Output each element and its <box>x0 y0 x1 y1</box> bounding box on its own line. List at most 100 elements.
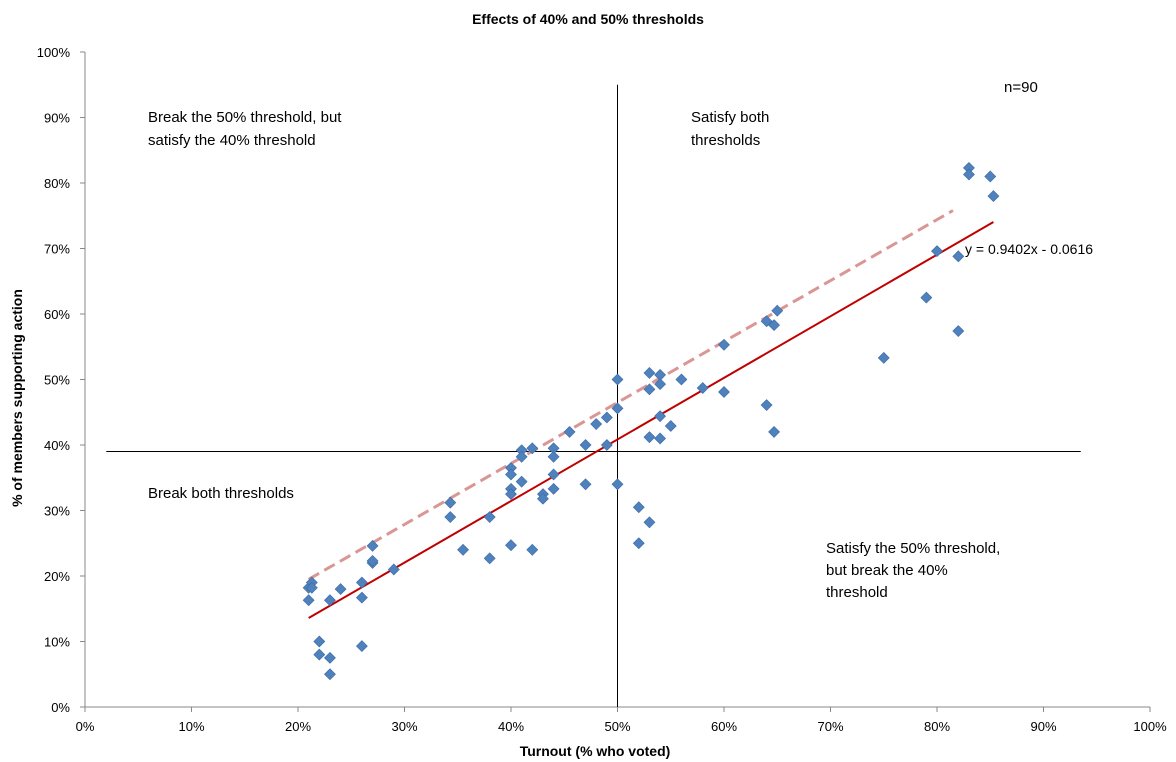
data-point <box>611 373 624 386</box>
y-tick-label: 20% <box>44 569 70 584</box>
x-tick-label: 0% <box>76 719 95 734</box>
data-point <box>444 496 457 509</box>
data-point <box>760 399 773 411</box>
data-point <box>457 543 469 556</box>
data-point <box>768 425 780 438</box>
data-point <box>696 382 709 394</box>
y-tick-label: 50% <box>44 373 70 388</box>
data-point <box>664 420 677 432</box>
data-point <box>643 431 656 444</box>
data-point <box>505 539 517 552</box>
data-point <box>963 168 975 181</box>
annotation-bottom-left: Break both thresholds <box>148 485 294 502</box>
data-point <box>547 468 560 481</box>
data-point <box>515 450 528 463</box>
data-point <box>313 648 326 661</box>
data-point <box>632 501 645 514</box>
data-point <box>931 245 943 258</box>
data-point <box>515 475 528 488</box>
x-tick-label: 80% <box>924 719 950 734</box>
y-tick-label: 80% <box>44 176 70 191</box>
trend-line <box>308 221 994 619</box>
data-point <box>952 325 965 337</box>
data-point <box>313 635 326 648</box>
x-tick-label: 40% <box>498 719 524 734</box>
data-point <box>771 304 784 317</box>
data-point <box>483 552 496 565</box>
data-point <box>324 594 336 607</box>
x-tick-label: 90% <box>1030 719 1056 734</box>
data-point <box>305 581 318 594</box>
data-point <box>526 442 539 455</box>
data-point <box>547 482 560 495</box>
data-point <box>505 468 517 481</box>
data-point <box>324 668 336 681</box>
data-point <box>768 319 780 332</box>
data-point <box>537 492 549 505</box>
x-tick-label: 30% <box>391 719 417 734</box>
data-point <box>984 170 997 183</box>
data-point <box>987 190 1000 203</box>
data-point <box>483 511 496 523</box>
data-point <box>643 367 656 379</box>
data-point <box>654 432 667 445</box>
x-tick-label: 60% <box>711 719 737 734</box>
data-point <box>952 250 965 263</box>
annotation-top-left-line1: Break the 50% threshold, but <box>148 109 342 126</box>
data-point <box>643 383 656 396</box>
trendline-equation: y = 0.9402x - 0.0616 <box>965 241 1093 257</box>
y-tick-label: 40% <box>44 438 70 453</box>
x-tick-label: 20% <box>285 719 311 734</box>
scatter-points <box>302 162 1000 681</box>
data-point <box>579 478 592 491</box>
data-point <box>366 539 379 552</box>
annotation-top-right-line1: Satisfy both <box>691 109 769 126</box>
data-point <box>643 516 656 529</box>
y-tick-label: 10% <box>44 635 70 650</box>
data-point <box>355 640 368 653</box>
data-point <box>526 543 539 556</box>
data-point <box>600 411 613 424</box>
annotation-bottom-right-line3: threshold <box>826 584 888 601</box>
annotation-top-left-line2: satisfy the 40% threshold <box>148 132 316 149</box>
data-point <box>718 386 730 398</box>
data-point <box>355 576 368 589</box>
data-point <box>920 291 933 304</box>
annotation-top-right-line2: thresholds <box>691 132 760 149</box>
x-tick-label: 100% <box>1133 719 1167 734</box>
data-point <box>366 555 379 567</box>
data-point <box>334 583 347 596</box>
data-point <box>611 402 624 415</box>
y-tick-label: 70% <box>44 242 70 257</box>
data-point <box>563 425 576 438</box>
data-point <box>600 439 613 451</box>
data-point <box>355 591 368 604</box>
data-point <box>675 373 688 386</box>
data-point <box>718 338 730 351</box>
y-tick-label: 100% <box>37 45 71 60</box>
x-axis-label: Turnout (% who voted) <box>520 743 671 759</box>
data-point <box>579 439 592 451</box>
y-tick-label: 90% <box>44 111 70 126</box>
annotation-n: n=90 <box>1004 79 1038 96</box>
y-tick-label: 60% <box>44 307 70 322</box>
x-tick-label: 50% <box>604 719 630 734</box>
x-tick-label: 10% <box>178 719 204 734</box>
y-axis-label: % of members supporting action <box>9 289 25 507</box>
data-point <box>444 511 457 523</box>
y-tick-label: 0% <box>51 700 70 715</box>
data-point <box>324 651 336 664</box>
data-point <box>590 418 603 430</box>
x-tick-label: 70% <box>817 719 843 734</box>
data-point <box>654 410 667 423</box>
data-point <box>302 594 315 607</box>
dashed-line <box>307 209 954 581</box>
data-point <box>654 378 667 391</box>
y-tick-label: 30% <box>44 504 70 519</box>
x-axis-ticks: 0% 10% 20% 30% 40% 50% 60% 70% 80% 90% 100% <box>76 707 1167 734</box>
annotation-bottom-right-line2: but break the 40% <box>826 562 948 579</box>
data-point <box>632 537 645 550</box>
data-point <box>877 351 890 364</box>
data-point <box>505 488 517 501</box>
